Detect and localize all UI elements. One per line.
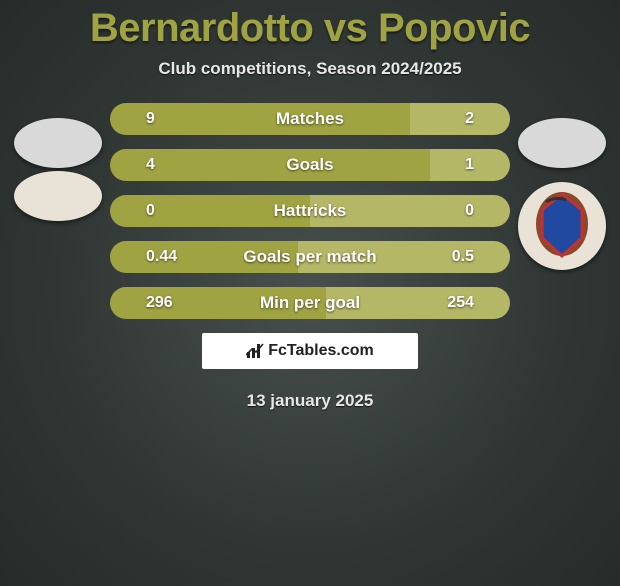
branding-badge: FcTables.com [202, 333, 418, 369]
stat-bar-left [110, 103, 410, 135]
player1-club-badge [14, 171, 102, 221]
stat-bar-left [110, 241, 298, 273]
date-label: 13 january 2025 [0, 391, 620, 411]
stat-bar-right [310, 195, 510, 227]
page-title: Bernardotto vs Popovic [0, 6, 620, 51]
stat-bar-right [430, 149, 510, 181]
stat-bar-right [410, 103, 510, 135]
stat-bar-left [110, 149, 430, 181]
stat-row: Min per goal296254 [0, 287, 620, 319]
branding-label: FcTables.com [268, 342, 374, 360]
club-crest-icon [524, 188, 600, 264]
chart-icon [246, 342, 264, 360]
subtitle: Club competitions, Season 2024/2025 [0, 59, 620, 79]
player2-avatar [518, 118, 606, 168]
player2-club-badge [518, 182, 606, 270]
stat-bar-right [298, 241, 510, 273]
stat-bar-right [326, 287, 510, 319]
player1-avatar [14, 118, 102, 168]
stat-bar-left [110, 195, 310, 227]
stat-bar-left [110, 287, 326, 319]
